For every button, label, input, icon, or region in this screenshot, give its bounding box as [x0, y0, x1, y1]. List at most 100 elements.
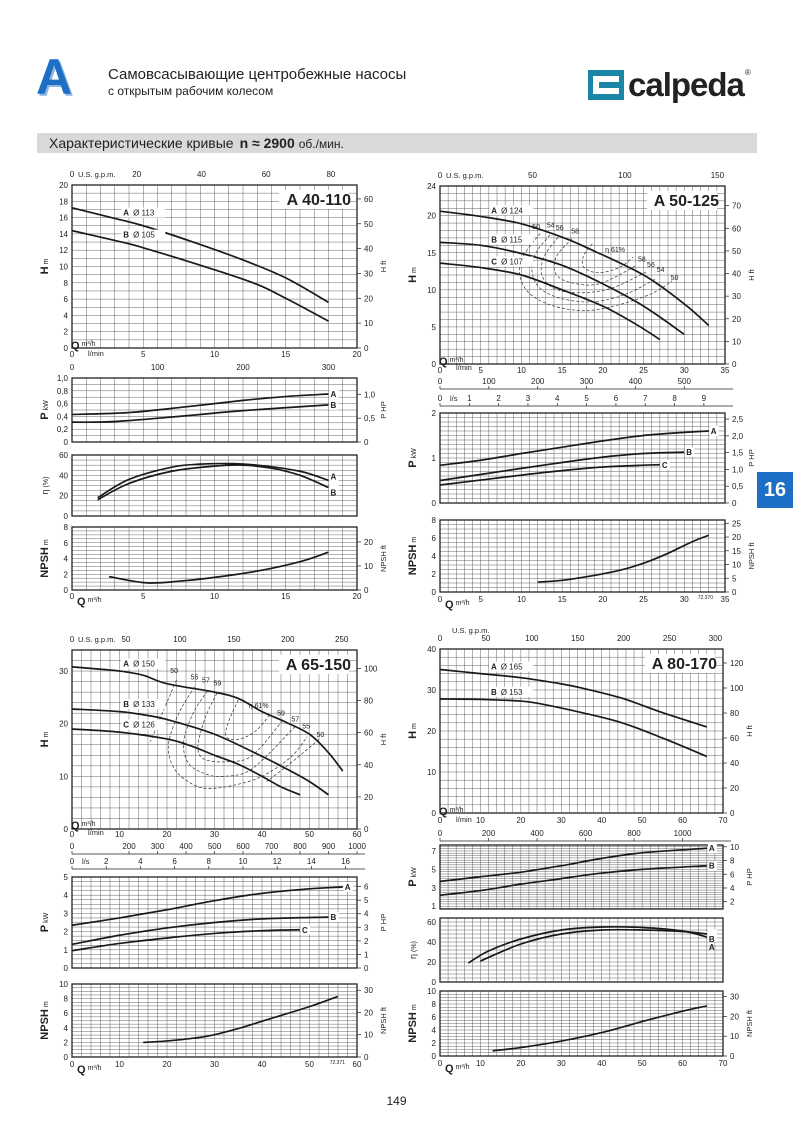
tick-label: 1 [467, 394, 472, 403]
y-tick-label: 0 [432, 360, 437, 369]
label-bg [488, 686, 533, 697]
right-tick-label: 50 [364, 220, 373, 229]
right-tick-label: 20 [732, 533, 741, 542]
label-bg [489, 234, 534, 245]
curve-end-label: B [686, 448, 692, 457]
y-tick-label: 1 [64, 946, 69, 955]
right-tick-label: 60 [364, 729, 373, 738]
x-tick-label: 15 [281, 350, 290, 359]
y-tick-label: 4 [64, 311, 69, 320]
curve-end-label: A [331, 472, 337, 481]
y-axis-title: PkW [39, 400, 51, 420]
curve-a [439, 847, 707, 883]
right-tick-label: 20 [732, 315, 741, 324]
plot-frame [439, 519, 726, 593]
y-tick-label: 6 [432, 534, 437, 543]
curve-npsh [108, 551, 329, 584]
x-axis-unit: m³/h [456, 1064, 470, 1071]
plot-frame [71, 983, 358, 1058]
right-axis-label: P [745, 881, 754, 886]
x-axis-unit: m³/h [450, 357, 464, 364]
x-axis-unit: m³/h [88, 1065, 102, 1072]
tick-label: 600 [579, 829, 593, 838]
axis-name: U.S. g.p.m. [78, 635, 116, 644]
right-tick-label: 10 [364, 562, 373, 571]
right-tick-label: 20 [364, 793, 373, 802]
right-axis-title: Hft [379, 260, 388, 273]
iso-efficiency-label: 58 [571, 228, 579, 235]
plot-frame [71, 649, 358, 830]
right-axis-label: P [379, 414, 388, 419]
y-tick-label: 20 [427, 727, 436, 736]
panel-npsh: 0 2 4 6 8 NPSH m 0 10 20 NPSH ft [39, 523, 388, 595]
tick-label: 12 [273, 857, 282, 866]
y-tick-label: 6 [64, 295, 69, 304]
tick-label: 0 [70, 170, 75, 179]
label-bg [488, 661, 533, 672]
x-tick-label: 40 [258, 830, 267, 839]
curve-name: C [491, 258, 497, 267]
right-tick-label: 80 [364, 697, 373, 706]
y-axis-title: Hm [39, 258, 51, 274]
impeller-diameter: Ø 124 [501, 206, 523, 215]
curve-name: A [491, 206, 497, 215]
right-tick-label: 40 [364, 245, 373, 254]
label-bg [489, 256, 534, 267]
x-tick-label: 10 [476, 1059, 485, 1068]
curve-end-label: A [709, 943, 715, 952]
y-axis-label: NPSH [39, 1009, 51, 1040]
tick-label: 200 [281, 635, 295, 644]
right-tick-label: 3 [364, 923, 369, 932]
y-tick-label: 2 [432, 1039, 437, 1048]
x-tick-label: 70 [719, 816, 728, 825]
right-tick-label: 0 [364, 964, 369, 973]
tick-label: 0 [438, 171, 443, 180]
tick-label: 100 [482, 377, 496, 386]
panel-p: 0 1 2 PkW 0 0,5 1,0 1,5 2,0 2,5 P HP A B C [407, 409, 756, 508]
y-tick-label: 60 [59, 451, 68, 460]
iso-efficiency-curve [197, 693, 284, 763]
y-tick-label: 18 [59, 197, 68, 206]
x-tick-label: 20 [163, 1060, 172, 1069]
x-tick-label: 60 [353, 1060, 362, 1069]
chart-title: A 65-150 [286, 657, 351, 674]
right-tick-label: 8 [730, 857, 735, 866]
label-bg [121, 699, 166, 710]
y-axis-label: P [39, 925, 51, 932]
label-bg [121, 229, 166, 240]
x-tick-label: 15 [558, 595, 567, 604]
curve-name: B [491, 235, 497, 244]
y-tick-label: 2 [432, 570, 437, 579]
tick-label: 150 [227, 635, 241, 644]
y-tick-label: 4 [64, 1024, 69, 1033]
tick-label: 50 [121, 635, 130, 644]
right-axis-title: NPSH ft [747, 542, 756, 570]
y-tick-label: 20 [59, 492, 68, 501]
x-tick-label: 0 [438, 1059, 443, 1068]
curve-label: B Ø 115 [491, 235, 523, 244]
tick-label: 300 [580, 377, 594, 386]
y-tick-label: 10 [427, 286, 436, 295]
y-tick-label: 0 [432, 809, 437, 818]
tick-label: 700 [265, 842, 279, 851]
tick-label: 100 [525, 634, 539, 643]
y-tick-label: 14 [59, 230, 68, 239]
iso-efficiency-label: η 61% [605, 247, 625, 254]
y-tick-label: 10 [59, 772, 68, 781]
y-tick-label: 0,8 [57, 387, 69, 396]
iso-efficiency-label: 55 [302, 723, 310, 730]
iso-efficiency-curve [581, 243, 634, 274]
panel-p: 0 0,2 0,4 0,6 0,8 1,0 PkW 0 0,5 1,0 P HP AB [39, 374, 388, 447]
plot-frame [71, 876, 358, 969]
tick-label: 2 [104, 857, 109, 866]
section-title: Характеристические кривые [49, 135, 234, 151]
tick-label: 100 [173, 635, 187, 644]
tick-label: 0 [438, 634, 443, 643]
y-tick-label: 15 [427, 249, 436, 258]
axis-name: U.S. g.p.m. [452, 626, 490, 635]
y-tick-label: 5 [432, 865, 437, 874]
right-tick-label: 0,5 [364, 414, 376, 423]
